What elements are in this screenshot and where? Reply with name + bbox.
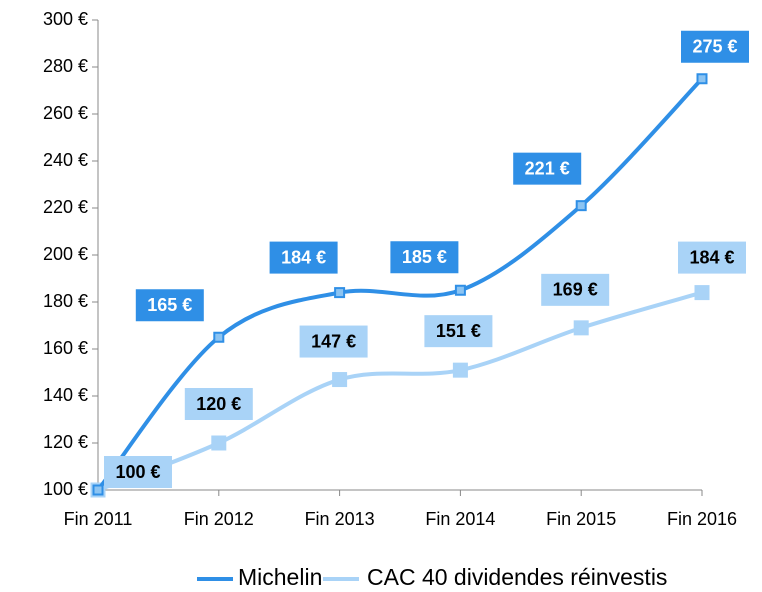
- y-tick-label: 280 €: [43, 56, 88, 76]
- legend-label: Michelin: [238, 564, 322, 590]
- marker: [92, 484, 104, 496]
- y-tick-label: 200 €: [43, 244, 88, 264]
- marker: [211, 435, 227, 451]
- marker: [213, 331, 225, 343]
- data-label-box: [541, 273, 610, 306]
- y-tick-label: 160 €: [43, 338, 88, 358]
- marker: [334, 287, 346, 299]
- y-tick-label: 140 €: [43, 385, 88, 405]
- marker: [694, 285, 710, 301]
- y-tick-label: 100 €: [43, 479, 88, 499]
- data-label-box: [424, 315, 493, 348]
- legend-label: CAC 40 dividendes réinvestis: [367, 564, 667, 590]
- y-tick-label: 220 €: [43, 197, 88, 217]
- data-label-box: [184, 388, 253, 420]
- data-label-box: [269, 241, 338, 274]
- y-tick-label: 240 €: [43, 150, 88, 170]
- marker: [575, 200, 587, 212]
- data-label-box: [390, 241, 459, 274]
- data-label: 169 €: [553, 280, 598, 300]
- marker: [696, 73, 708, 85]
- data-label-box: [513, 152, 582, 185]
- data-label-box: [299, 325, 368, 358]
- marker: [452, 362, 468, 378]
- x-tick-label: Fin 2011: [64, 509, 133, 529]
- data-label: 184 €: [689, 247, 734, 267]
- data-label-box: [681, 30, 749, 63]
- marker: [454, 284, 466, 296]
- data-label: 120 €: [196, 394, 241, 414]
- y-tick-label: 180 €: [43, 291, 88, 311]
- x-tick-label: Fin 2012: [184, 509, 254, 529]
- x-tick-label: Fin 2016: [667, 509, 737, 529]
- x-tick-label: Fin 2014: [425, 509, 495, 529]
- x-tick-label: Fin 2015: [546, 509, 616, 529]
- data-label: 184 €: [281, 247, 326, 267]
- data-label: 147 €: [311, 331, 356, 351]
- series-line: [97, 290, 703, 492]
- data-label: 275 €: [692, 37, 737, 57]
- data-label-box: [678, 241, 746, 274]
- data-label: 151 €: [436, 321, 481, 341]
- marker: [573, 320, 589, 336]
- data-label: 165 €: [147, 295, 192, 315]
- data-label: 185 €: [402, 247, 447, 267]
- marker: [332, 372, 348, 388]
- data-label-box: [135, 289, 204, 322]
- y-tick-label: 300 €: [43, 9, 88, 29]
- data-label-box: [104, 456, 172, 488]
- series-line: [96, 77, 704, 492]
- x-tick-label: Fin 2013: [305, 509, 375, 529]
- data-label: 100 €: [115, 462, 160, 482]
- data-label: 221 €: [525, 158, 570, 178]
- y-tick-label: 120 €: [43, 432, 88, 452]
- y-tick-label: 260 €: [43, 103, 88, 123]
